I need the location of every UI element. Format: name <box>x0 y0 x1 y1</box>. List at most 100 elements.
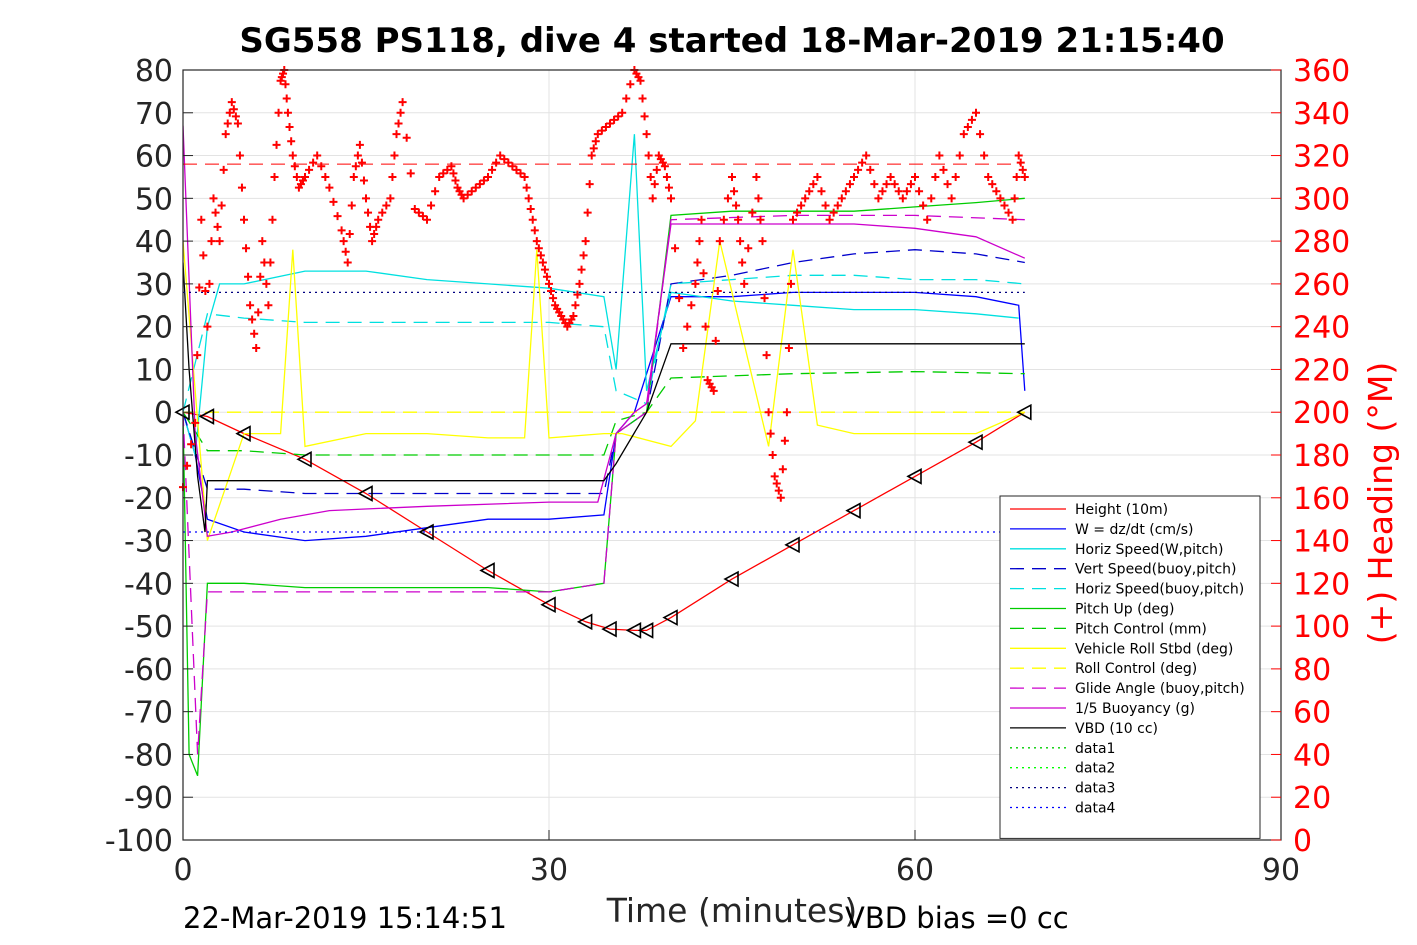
heading-point <box>902 187 911 196</box>
heading-point <box>764 408 773 417</box>
heading-point <box>805 187 814 196</box>
heading-point <box>906 180 915 189</box>
heading-point <box>1014 151 1023 160</box>
y2-axis-label: (+) Heading (°M) <box>1361 362 1400 644</box>
heading-point <box>221 130 230 139</box>
heading-point <box>837 194 846 203</box>
height-marker <box>845 502 861 519</box>
heading-point <box>207 237 216 246</box>
heading-point <box>786 279 795 288</box>
heading-point <box>770 472 779 481</box>
heading-point <box>650 180 659 189</box>
heading-point <box>414 208 423 217</box>
heading-point <box>459 194 468 203</box>
heading-point <box>809 180 818 189</box>
height-marker <box>576 613 593 631</box>
heading-point <box>349 172 358 181</box>
heading-point <box>943 180 952 189</box>
heading-point <box>947 194 956 203</box>
heading-point <box>427 201 436 210</box>
heading-point <box>825 215 834 224</box>
heading-point <box>242 244 251 253</box>
heading-point <box>642 130 651 139</box>
legend-entry: Glide Angle (buoy,pitch) <box>1075 681 1245 697</box>
series-lines <box>174 125 1032 777</box>
heading-point <box>488 165 497 174</box>
heading-point <box>193 351 202 360</box>
heading-point <box>1004 208 1013 217</box>
heading-point <box>756 215 765 224</box>
heading-point <box>508 162 517 171</box>
heading-point <box>229 105 238 114</box>
heading-point <box>534 244 543 253</box>
heading-point <box>784 344 793 353</box>
x-tick-label: 90 <box>1262 853 1300 888</box>
x-tick-label: 30 <box>530 853 568 888</box>
heading-point <box>201 287 210 296</box>
heading-point <box>569 311 578 320</box>
heading-point <box>213 222 222 231</box>
heading-point <box>209 194 218 203</box>
heading-point <box>394 119 403 128</box>
heading-point <box>768 451 777 459</box>
heading-point <box>813 172 822 181</box>
heading-point <box>797 201 806 210</box>
heading-point <box>660 162 669 171</box>
heading-point <box>862 151 871 160</box>
heading-point <box>496 151 505 160</box>
heading-point <box>492 158 501 167</box>
y2-tick-label: 260 <box>1293 268 1350 303</box>
heading-point <box>244 272 253 281</box>
heading-point <box>715 237 724 246</box>
heading-point <box>789 215 797 224</box>
heading-point <box>362 194 370 203</box>
heading-point <box>203 322 212 331</box>
heading-point <box>538 258 547 267</box>
y2-tick-labels: 3603403203002802602402202001801601401201… <box>1293 54 1350 859</box>
heading-point <box>697 215 706 224</box>
heading-point <box>652 165 661 174</box>
heading-point <box>351 162 360 171</box>
heading-point <box>955 151 964 160</box>
heading-point <box>313 151 322 160</box>
heading-point <box>915 187 924 196</box>
y2-tick-label: 40 <box>1293 738 1331 773</box>
heading-point <box>638 94 647 103</box>
heading-point <box>699 269 708 278</box>
y-tick-label: 40 <box>135 225 173 260</box>
heading-point <box>504 158 513 167</box>
heading-point <box>693 258 702 267</box>
heading-point <box>996 194 1005 203</box>
heading-point <box>740 279 749 288</box>
heading-point <box>321 172 330 181</box>
y2-tick-label: 360 <box>1293 54 1350 89</box>
heading-point <box>370 229 379 238</box>
heading-point <box>640 112 649 121</box>
series-line-0 <box>183 411 1026 632</box>
heading-point <box>343 258 352 267</box>
heading-point <box>597 126 606 135</box>
heading-point <box>447 162 456 171</box>
heading-point <box>833 201 842 210</box>
heading-point <box>183 461 192 470</box>
heading-point <box>451 176 460 185</box>
heading-point <box>1008 215 1017 224</box>
series-line-7 <box>183 240 1026 541</box>
heading-point <box>762 351 771 360</box>
series-line-3 <box>183 249 1025 495</box>
heading-point <box>709 386 718 395</box>
x-tick-label: 0 <box>173 853 192 888</box>
heading-point <box>392 130 401 139</box>
y2-tick-label: 20 <box>1293 781 1331 816</box>
heading-point <box>219 165 228 174</box>
heading-point <box>829 208 838 217</box>
heading-point <box>636 76 645 85</box>
heading-point <box>199 251 208 260</box>
heading-point <box>516 169 525 178</box>
heading-point <box>372 222 381 231</box>
heading-point <box>272 140 281 149</box>
heading-point <box>758 237 767 246</box>
heading-point <box>754 194 763 203</box>
heading-point <box>545 279 553 288</box>
heading-point <box>274 108 283 117</box>
